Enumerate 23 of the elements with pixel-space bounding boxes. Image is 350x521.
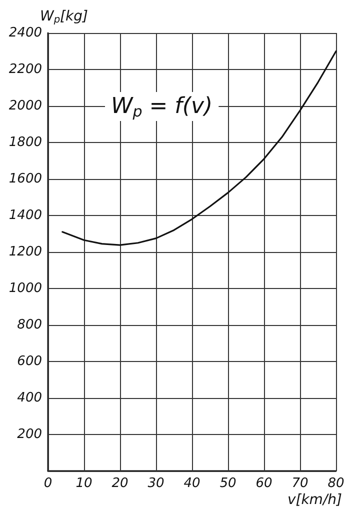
y-tick-label: 1600 xyxy=(8,172,42,186)
x-tick-label: 40 xyxy=(184,476,200,491)
line-series xyxy=(62,50,337,246)
x-tick-label: 50 xyxy=(220,476,236,491)
x-tick-label: 70 xyxy=(292,476,308,491)
y-tick-label: 800 xyxy=(17,318,42,332)
x-tick-label: 30 xyxy=(148,476,164,491)
y-tick-label: 2400 xyxy=(8,26,42,40)
x-tick-label: 80 xyxy=(328,476,344,491)
y-tick-label: 400 xyxy=(17,390,42,406)
y-tick-label: 1400 xyxy=(8,208,42,223)
y-tick-label: 600 xyxy=(17,354,42,369)
y-tick-label: 200 xyxy=(17,427,42,442)
y-tick-label: 2200 xyxy=(8,62,42,77)
x-axis-title: v[km/h] xyxy=(287,492,342,508)
y-tick-label: 1200 xyxy=(8,244,42,260)
x-tick-label: 20 xyxy=(112,476,128,491)
x-tick-label: 0 xyxy=(44,476,52,491)
y-tick-label: 1800 xyxy=(8,135,42,150)
y-tick-label: 1000 xyxy=(8,281,42,296)
x-tick-label: 60 xyxy=(256,476,272,491)
y-tick-label: 2000 xyxy=(8,98,42,114)
x-tick-label: 10 xyxy=(76,476,92,491)
